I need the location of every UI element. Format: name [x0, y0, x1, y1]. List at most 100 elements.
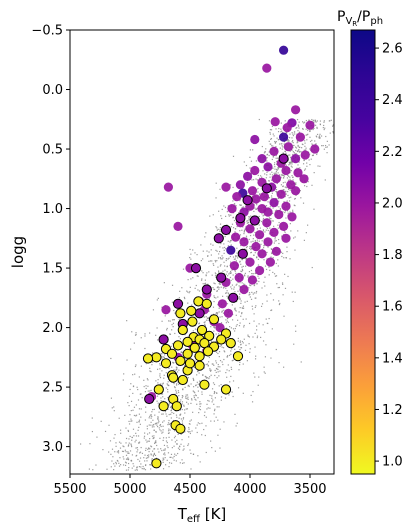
background-star [141, 452, 144, 455]
background-star [179, 414, 181, 416]
background-star [197, 275, 199, 277]
background-star [295, 149, 297, 152]
background-star [281, 255, 283, 258]
background-star [251, 291, 253, 294]
background-star [137, 388, 139, 391]
background-star [284, 120, 286, 122]
background-star [197, 390, 199, 392]
background-star [214, 327, 216, 329]
background-star [185, 408, 187, 410]
data-point [283, 142, 293, 152]
background-star [149, 390, 151, 392]
background-star [239, 260, 241, 262]
data-point [226, 245, 236, 255]
background-star [215, 276, 217, 278]
background-star [239, 261, 241, 263]
background-star [185, 397, 187, 399]
background-star [332, 131, 334, 133]
background-star [284, 273, 286, 275]
background-star [227, 275, 229, 277]
background-star [336, 126, 337, 127]
background-star [328, 120, 330, 122]
background-star [217, 312, 219, 314]
outlined-data-point [160, 358, 172, 369]
background-star [181, 459, 183, 461]
background-star [311, 154, 314, 157]
background-star [292, 133, 294, 135]
background-star [150, 389, 152, 392]
background-star [303, 149, 305, 151]
background-star [264, 151, 266, 153]
background-star [147, 457, 149, 459]
background-star [151, 458, 153, 460]
background-star [215, 371, 217, 373]
background-star [306, 139, 308, 141]
background-star [226, 271, 228, 273]
background-star [263, 244, 265, 246]
background-star [323, 121, 325, 123]
background-star [182, 449, 184, 451]
background-star [210, 243, 212, 245]
background-star [215, 351, 218, 353]
background-star [170, 417, 172, 419]
background-star [344, 128, 345, 129]
background-star [156, 327, 158, 329]
background-star [215, 362, 218, 364]
background-star [309, 163, 311, 166]
outlined-data-point [175, 423, 186, 434]
background-star [205, 319, 208, 321]
background-star [139, 393, 141, 395]
background-star [274, 141, 277, 144]
background-star [157, 402, 159, 404]
background-star [167, 397, 169, 399]
background-star [184, 431, 186, 433]
background-star [224, 269, 226, 271]
background-star [201, 422, 203, 424]
background-star [323, 128, 325, 131]
background-star [234, 270, 236, 272]
background-star [148, 454, 150, 456]
background-star [288, 164, 290, 166]
outlined-data-point [232, 351, 244, 362]
background-star [208, 361, 210, 363]
background-star [285, 187, 287, 189]
background-star [146, 454, 149, 457]
background-star [209, 370, 212, 372]
background-star [220, 399, 222, 401]
background-star [110, 357, 112, 360]
background-star [275, 240, 277, 242]
background-star [236, 255, 238, 257]
data-point [287, 212, 297, 222]
background-star [174, 441, 177, 443]
background-star [155, 334, 157, 336]
background-star [245, 248, 247, 251]
outlined-data-point [175, 308, 186, 319]
background-star [154, 441, 156, 443]
background-star [187, 377, 189, 379]
background-star [159, 383, 161, 385]
background-star [182, 268, 185, 270]
background-star [313, 172, 315, 174]
background-star [146, 433, 149, 435]
background-star [299, 167, 301, 169]
background-star [148, 440, 150, 442]
background-star [314, 119, 316, 121]
background-star [254, 376, 256, 378]
background-star [275, 191, 278, 193]
background-star [268, 217, 271, 219]
background-star [197, 386, 199, 388]
background-star [324, 144, 327, 147]
background-star [225, 287, 227, 289]
background-star [240, 244, 242, 247]
background-star [248, 216, 250, 218]
background-star [257, 264, 260, 266]
background-star [248, 221, 250, 224]
background-star [177, 452, 179, 455]
background-star [266, 251, 268, 254]
background-star [271, 125, 274, 128]
background-star [251, 308, 254, 310]
outlined-data-point [182, 348, 193, 359]
background-star [123, 458, 125, 460]
background-star [248, 218, 250, 220]
background-star [223, 243, 225, 245]
